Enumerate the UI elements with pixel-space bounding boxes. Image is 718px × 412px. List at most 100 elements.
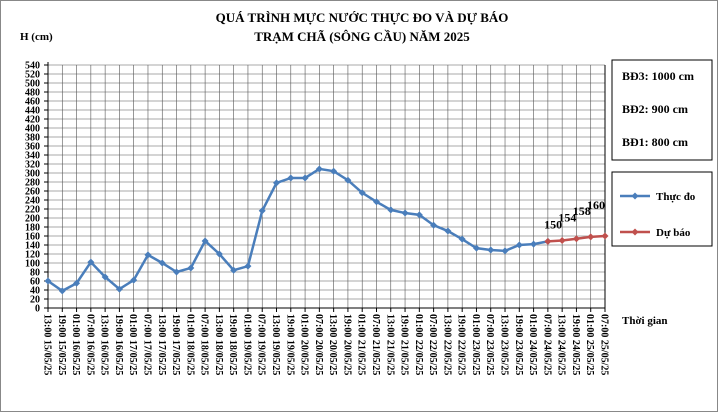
chart-title: QUÁ TRÌNH MỰC NƯỚC THỰC ĐO VÀ DỰ BÁO — [216, 10, 509, 25]
x-tick-label: 19:00 21/05/25 — [399, 314, 410, 375]
x-tick-label: 19:00 17/05/25 — [170, 314, 181, 375]
y-tick-label: 240 — [25, 196, 40, 207]
x-tick-label: 19:00 22/05/25 — [456, 314, 467, 375]
x-tick-label: 19:00 24/05/25 — [570, 314, 581, 375]
x-tick-label: 01:00 18/05/25 — [184, 314, 195, 375]
data-point — [415, 211, 423, 219]
x-tick-label: 13:00 16/05/25 — [99, 314, 110, 375]
x-tick-label: 07:00 22/05/25 — [427, 314, 438, 375]
alarm-box — [611, 59, 713, 161]
data-label: 150 — [544, 218, 562, 232]
data-point — [372, 198, 380, 206]
x-tick-label: 07:00 19/05/25 — [256, 314, 267, 375]
data-point — [544, 237, 552, 245]
data-point — [444, 227, 452, 235]
y-tick-label: 280 — [25, 178, 40, 189]
data-point — [244, 262, 252, 270]
y-tick-label: 380 — [25, 133, 40, 144]
x-tick-label: 07:00 23/05/25 — [484, 314, 495, 375]
x-tick-label: 07:00 17/05/25 — [141, 314, 152, 375]
x-tick-label: 13:00 22/05/25 — [441, 314, 452, 375]
y-tick-label: 300 — [25, 169, 40, 180]
data-point — [587, 233, 595, 241]
data-label: 158 — [573, 204, 591, 218]
x-tick-label: 01:00 19/05/25 — [241, 314, 252, 375]
legend-marker — [631, 228, 639, 236]
y-tick-label: 440 — [25, 106, 40, 117]
x-tick-label: 07:00 25/05/25 — [599, 314, 610, 375]
x-tick-label: 07:00 21/05/25 — [370, 314, 381, 375]
data-point — [358, 189, 366, 197]
y-tick-label: 360 — [25, 142, 40, 153]
y-tick-label: 0 — [35, 304, 40, 315]
data-point — [230, 266, 238, 274]
data-point — [87, 258, 95, 266]
alarm-level: BĐ2: 900 cm — [622, 102, 688, 116]
y-tick-label: 480 — [25, 88, 40, 99]
data-point — [315, 165, 323, 173]
x-tick-label: 19:00 20/05/25 — [341, 314, 352, 375]
data-point — [273, 179, 281, 187]
x-axis-label: Thời gian — [622, 315, 668, 327]
alarm-level: BĐ3: 1000 cm — [622, 69, 694, 83]
x-tick-label: 13:00 15/05/25 — [42, 314, 53, 375]
data-point — [430, 221, 438, 229]
data-point — [258, 207, 266, 215]
data-point — [101, 273, 109, 281]
data-point — [73, 279, 81, 287]
x-tick-label: 07:00 16/05/25 — [84, 314, 95, 375]
x-tick-label: 19:00 18/05/25 — [227, 314, 238, 375]
x-tick-label: 07:00 24/05/25 — [541, 314, 552, 375]
y-tick-label: 40 — [30, 286, 40, 297]
data-point — [187, 264, 195, 272]
data-point — [487, 246, 495, 254]
x-tick-label: 01:00 17/05/25 — [127, 314, 138, 375]
x-tick-label: 19:00 16/05/25 — [113, 314, 124, 375]
data-point — [144, 251, 152, 259]
x-tick-label: 01:00 16/05/25 — [70, 314, 81, 375]
x-tick-label: 07:00 18/05/25 — [199, 314, 210, 375]
chart-subtitle: TRẠM CHÃ (SÔNG CẦU) NĂM 2025 — [254, 29, 470, 44]
data-point — [44, 277, 52, 285]
x-tick-label: 19:00 19/05/25 — [284, 314, 295, 375]
y-tick-label: 420 — [25, 115, 40, 126]
y-tick-label: 180 — [25, 223, 40, 234]
data-point — [201, 237, 209, 245]
y-tick-label: 260 — [25, 187, 40, 198]
data-label: 160 — [587, 198, 605, 212]
alarm-level: BĐ1: 800 cm — [622, 135, 688, 149]
y-tick-label: 500 — [25, 79, 40, 90]
y-tick-label: 20 — [30, 295, 40, 306]
data-point — [472, 244, 480, 252]
y-tick-label: 60 — [30, 277, 40, 288]
x-tick-label: 01:00 22/05/25 — [413, 314, 424, 375]
legend-label: Dự báo — [656, 227, 691, 239]
x-tick-label: 13:00 19/05/25 — [270, 314, 281, 375]
data-point — [158, 259, 166, 267]
data-point — [558, 237, 566, 244]
legend — [611, 171, 713, 247]
x-tick-label: 13:00 20/05/25 — [327, 314, 338, 375]
x-tick-label: 01:00 20/05/25 — [299, 314, 310, 375]
y-tick-label: 200 — [25, 214, 40, 225]
data-point — [58, 287, 66, 295]
legend-marker — [631, 192, 639, 200]
x-tick-label: 13:00 23/05/25 — [499, 314, 510, 375]
data-point — [401, 209, 409, 217]
y-tick-label: 320 — [25, 160, 40, 171]
x-tick-label: 19:00 23/05/25 — [513, 314, 524, 375]
data-point — [330, 167, 338, 175]
x-tick-label: 01:00 23/05/25 — [470, 314, 481, 375]
data-point — [601, 232, 609, 240]
y-tick-label: 400 — [25, 124, 40, 135]
y-tick-label: 120 — [25, 250, 40, 261]
x-tick-label: 13:00 21/05/25 — [384, 314, 395, 375]
legend-label: Thực đo — [656, 191, 696, 203]
y-tick-label: 460 — [25, 97, 40, 108]
y-tick-label: 340 — [25, 151, 40, 162]
data-point — [130, 276, 138, 284]
data-point — [301, 174, 309, 182]
x-tick-label: 07:00 20/05/25 — [313, 314, 324, 375]
data-point — [387, 206, 395, 214]
